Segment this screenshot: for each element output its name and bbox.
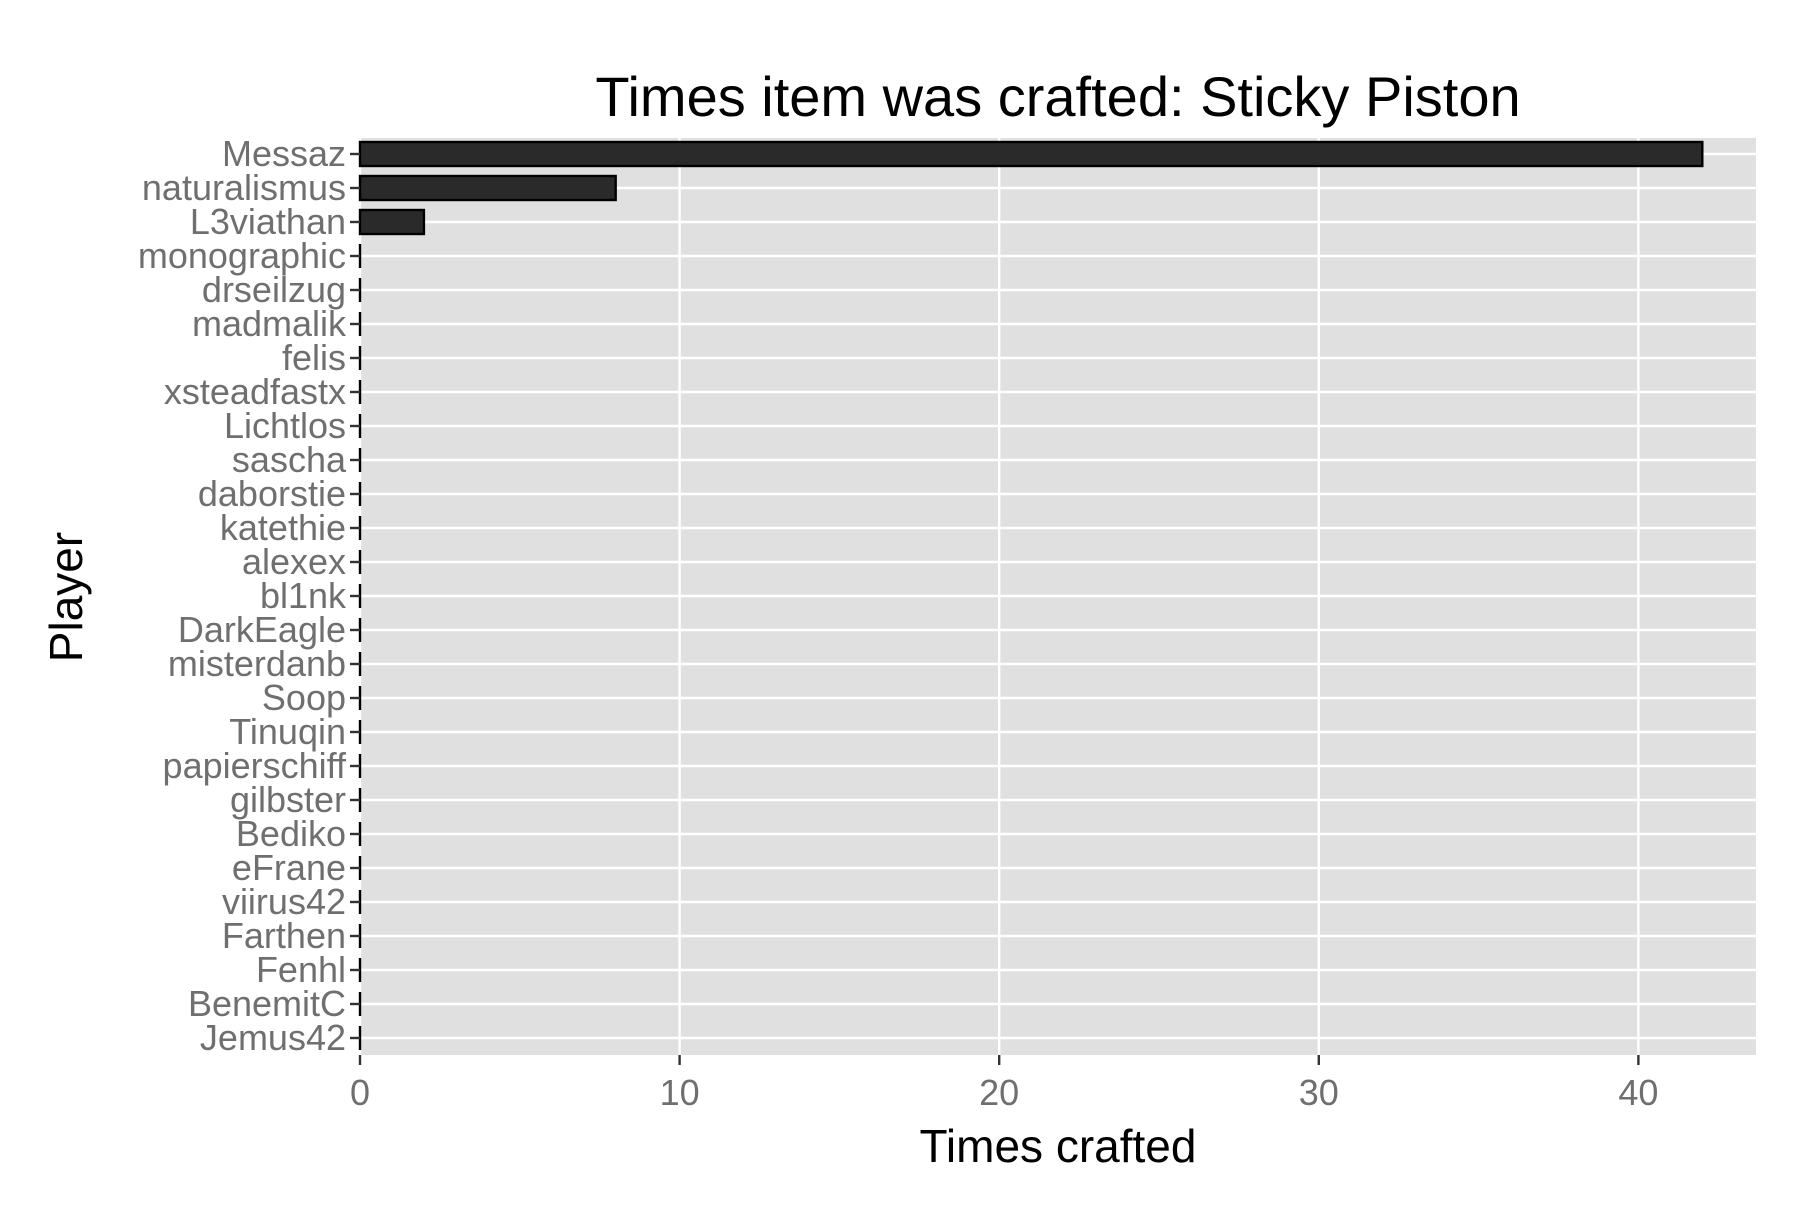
x-tick-label: 30 <box>1299 1072 1339 1113</box>
y-tick-label: katethie <box>220 507 346 548</box>
y-tick-label: misterdanb <box>168 643 346 684</box>
bars <box>358 140 1704 1050</box>
y-tick-label: Soop <box>262 677 346 718</box>
y-axis-title: Player <box>40 532 92 662</box>
y-tick-label: Jemus42 <box>200 1017 346 1058</box>
y-tick-label: xsteadfastx <box>164 371 346 412</box>
y-tick-label: Fenhl <box>256 949 346 990</box>
x-tick-label: 10 <box>660 1072 700 1113</box>
y-tick-label: sascha <box>232 439 347 480</box>
grid-lines <box>358 138 1756 1055</box>
y-tick-label: drseilzug <box>202 269 346 310</box>
chart-title: Times item was crafted: Sticky Piston <box>595 65 1520 128</box>
y-tick-label: bl1nk <box>260 575 347 616</box>
x-tick-label: 0 <box>350 1072 370 1113</box>
x-axis-title: Times crafted <box>920 1120 1197 1172</box>
y-tick-label: Farthen <box>222 915 346 956</box>
y-tick-label: felis <box>282 337 346 378</box>
bar-naturalismus <box>358 174 617 202</box>
y-tick-label: daborstie <box>198 473 346 514</box>
y-tick-label: BenemitC <box>188 983 346 1024</box>
axes: MessaznaturalismusL3viathanmonographicdr… <box>138 133 1659 1113</box>
y-tick-label: gilbster <box>230 779 346 820</box>
x-tick-label: 20 <box>979 1072 1019 1113</box>
bar-L3viathan <box>358 208 426 236</box>
y-tick-label: eFrane <box>232 847 346 888</box>
x-tick-label: 40 <box>1618 1072 1658 1113</box>
y-tick-label: L3viathan <box>190 201 346 242</box>
y-tick-label: monographic <box>138 235 346 276</box>
y-tick-label: viirus42 <box>222 881 346 922</box>
y-tick-label: madmalik <box>192 303 347 344</box>
y-tick-label: alexex <box>242 541 346 582</box>
y-tick-label: DarkEagle <box>178 609 346 650</box>
y-tick-label: Tinuqin <box>229 711 346 752</box>
y-tick-label: Messaz <box>222 133 346 174</box>
y-tick-label: naturalismus <box>142 167 346 208</box>
y-tick-label: Bediko <box>236 813 346 854</box>
bar-Messaz <box>358 140 1704 168</box>
y-tick-label: papierschiff <box>163 745 347 786</box>
y-tick-label: Lichtlos <box>224 405 346 446</box>
